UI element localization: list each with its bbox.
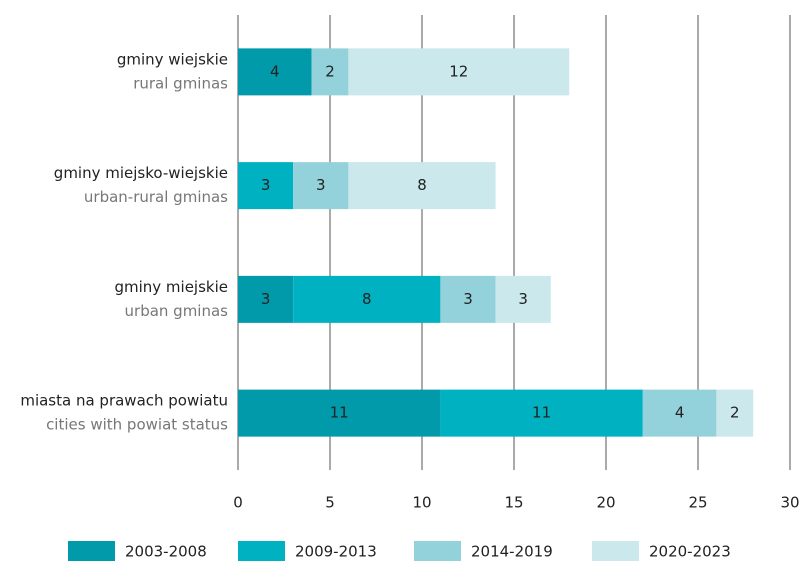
value-label: 12 [449,62,468,80]
x-tick-label: 25 [688,494,707,512]
value-label: 2 [325,62,335,80]
bar-segment [238,389,441,437]
value-label: 4 [270,62,280,80]
value-label: 8 [417,176,427,194]
value-label: 4 [675,404,685,422]
x-tick-label: 30 [780,494,799,512]
bar-segment [293,275,441,323]
bar-segment [348,162,496,210]
bar-segment [311,48,349,96]
bar-segment [238,162,294,210]
bar-segment [348,48,570,96]
bar-segment [238,48,312,96]
bar-segment [238,275,294,323]
value-label: 3 [316,176,326,194]
bar-segment [440,389,643,437]
category-label: miasta na prawach powiatu [20,392,228,410]
value-label: 11 [532,404,551,422]
value-label: 3 [261,290,271,308]
category-label: gminy wiejskie [117,50,228,68]
x-tick-label: 0 [233,494,243,512]
legend-swatch [68,541,115,561]
category-label: gminy miejskie [114,278,228,296]
category-label-en: cities with powiat status [46,416,228,434]
category-label-en: urban gminas [125,302,229,320]
legend-label: 2014-2019 [471,543,553,561]
value-label: 8 [362,290,372,308]
legend-label: 2009-2013 [295,543,377,561]
x-tick-label: 20 [596,494,615,512]
value-label: 3 [463,290,473,308]
bar-segment [642,389,717,437]
legend-swatch [414,541,461,561]
value-label: 2 [730,404,740,422]
value-label: 3 [261,176,271,194]
bar-segment [716,389,754,437]
category-label-en: urban-rural gminas [84,188,228,206]
legend-label: 2020-2023 [649,543,731,561]
legend-swatch [238,541,285,561]
bar-segment [293,162,349,210]
legend-label: 2003-2008 [125,543,207,561]
category-label-en: rural gminas [133,74,228,92]
value-label: 3 [518,290,528,308]
x-tick-label: 5 [325,494,335,512]
bar-segment [440,275,496,323]
value-label: 11 [330,404,349,422]
bar-segment [495,275,551,323]
x-tick-label: 15 [504,494,523,512]
legend-swatch [592,541,639,561]
x-tick-label: 10 [412,494,431,512]
category-label: gminy miejsko-wiejskie [54,164,228,182]
